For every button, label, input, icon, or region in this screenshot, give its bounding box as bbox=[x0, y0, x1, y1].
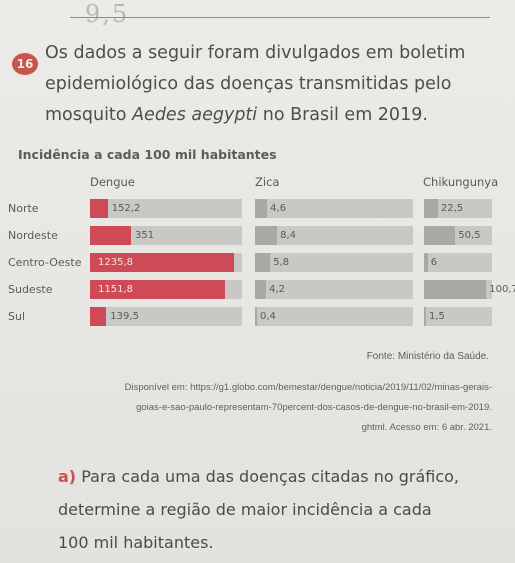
handwritten-note: 9,5 bbox=[85, 0, 130, 28]
chart-source: Fonte: Ministério da Saúde. bbox=[366, 351, 489, 362]
value-label: 152,2 bbox=[111, 203, 141, 214]
bar-track bbox=[255, 307, 413, 326]
citation-line-3: ghtml. Acesso em: 6 abr. 2021. bbox=[361, 422, 492, 433]
value-label: 351 bbox=[135, 230, 155, 241]
reference-citation: Disponível em: https://g1.globo.com/beme… bbox=[40, 378, 492, 438]
bar-zica bbox=[255, 199, 268, 218]
top-rule bbox=[70, 17, 490, 18]
citation-line-1: Disponível em: https://g1.globo.com/beme… bbox=[124, 382, 492, 393]
value-label: 22,5 bbox=[440, 203, 464, 214]
bar-dengue bbox=[90, 199, 108, 218]
legend-chikungunya: Chikungunya bbox=[423, 175, 499, 189]
bar-chikungunya bbox=[424, 226, 456, 245]
item-a-line-2: determine a região de maior incidência a… bbox=[58, 500, 432, 519]
region-label-sul: Sul bbox=[8, 310, 26, 323]
bar-track bbox=[424, 253, 492, 272]
bar-track bbox=[255, 280, 413, 299]
bar-track bbox=[255, 199, 413, 218]
statement-line-2: epidemiológico das doenças transmitidas … bbox=[45, 74, 452, 94]
region-label-centro-oeste: Centro-Oeste bbox=[8, 256, 82, 269]
bar-zica bbox=[255, 307, 257, 326]
value-label: 1235,8 bbox=[98, 257, 133, 268]
value-label: 0,4 bbox=[260, 311, 276, 322]
item-letter: a) bbox=[58, 467, 77, 486]
bar-zica bbox=[255, 253, 271, 272]
bar-dengue bbox=[90, 280, 225, 299]
region-label-nordeste: Nordeste bbox=[8, 229, 58, 242]
value-label: 50,5 bbox=[458, 230, 481, 241]
chart-title: Incidência a cada 100 mil habitantes bbox=[18, 147, 277, 162]
item-a-line-3: 100 mil habitantes. bbox=[58, 533, 214, 552]
bar-track bbox=[255, 253, 413, 272]
region-label-sudeste: Sudeste bbox=[8, 283, 53, 296]
bar-track bbox=[90, 199, 242, 218]
bar-track bbox=[424, 307, 492, 326]
bar-chikungunya bbox=[424, 307, 426, 326]
bar-track bbox=[90, 307, 242, 326]
value-label: 4,6 bbox=[270, 203, 287, 214]
value-label: 8,4 bbox=[280, 230, 297, 241]
value-label: 6 bbox=[430, 257, 438, 268]
region-label-norte: Norte bbox=[8, 202, 39, 215]
question-item-a: a) Para cada uma das doenças citadas no … bbox=[58, 460, 498, 559]
bar-dengue bbox=[90, 253, 235, 272]
question-statement: Os dados a seguir foram divulgados em bo… bbox=[45, 38, 510, 131]
statement-line-3: mosquito Aedes aegypti no Brasil em 2019… bbox=[45, 105, 428, 125]
bar-dengue bbox=[90, 226, 132, 245]
value-label: 139,5 bbox=[110, 311, 139, 322]
value-label: 100,7 bbox=[489, 284, 515, 295]
bar-chikungunya bbox=[424, 253, 428, 272]
legend-zica: Zica bbox=[255, 175, 280, 189]
item-a-line-1: a) Para cada uma das doenças citadas no … bbox=[58, 467, 460, 486]
value-label: 4,2 bbox=[269, 284, 285, 295]
bar-track bbox=[255, 226, 413, 245]
bar-dengue bbox=[90, 307, 107, 326]
value-label: 1151,8 bbox=[98, 284, 133, 295]
bar-chikungunya bbox=[424, 280, 487, 299]
legend-dengue: Dengue bbox=[90, 175, 135, 189]
bar-zica bbox=[255, 226, 278, 245]
citation-line-2: goias-e-sao-paulo-representam-70percent-… bbox=[136, 402, 492, 413]
value-label: 1,5 bbox=[429, 311, 445, 322]
value-label: 5,8 bbox=[273, 257, 290, 268]
question-number-badge: 16 bbox=[12, 53, 38, 75]
statement-line-1: Os dados a seguir foram divulgados em bo… bbox=[45, 43, 466, 63]
bar-zica bbox=[255, 280, 267, 299]
bar-track bbox=[424, 199, 492, 218]
bar-chikungunya bbox=[424, 199, 438, 218]
